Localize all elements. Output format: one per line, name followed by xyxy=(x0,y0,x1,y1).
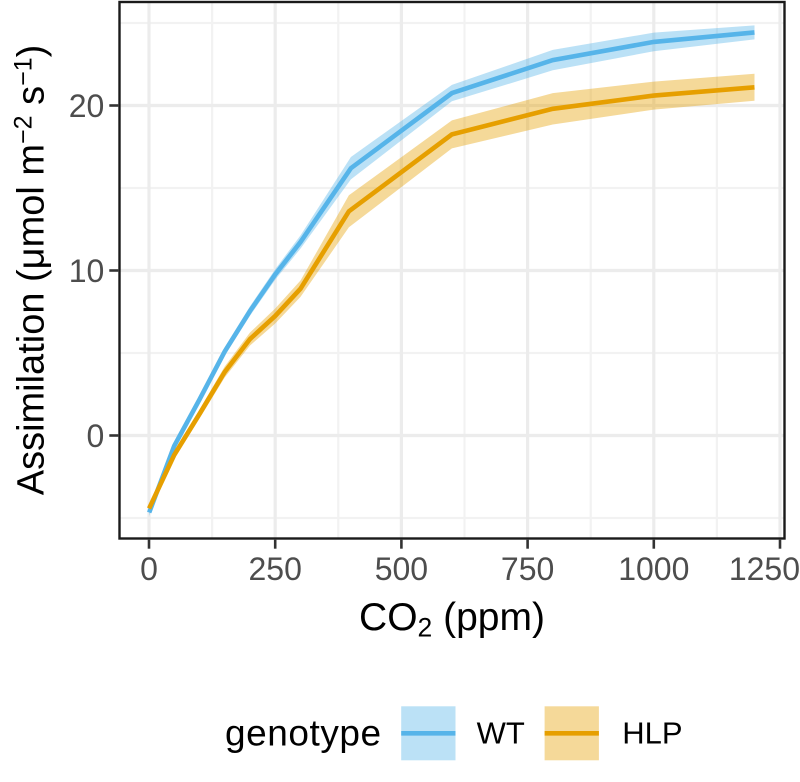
svg-text:500: 500 xyxy=(375,551,428,587)
svg-text:WT: WT xyxy=(477,716,525,751)
svg-text:250: 250 xyxy=(249,551,302,587)
svg-text:750: 750 xyxy=(501,551,554,587)
svg-text:CO2 (ppm): CO2 (ppm) xyxy=(359,596,545,643)
svg-text:10: 10 xyxy=(69,253,105,289)
svg-text:genotype: genotype xyxy=(225,713,382,754)
svg-text:1250: 1250 xyxy=(729,551,800,587)
svg-text:0: 0 xyxy=(140,551,158,587)
svg-text:Assimilation (μmol m−2 s−1): Assimilation (μmol m−2 s−1) xyxy=(10,45,53,496)
svg-text:HLP: HLP xyxy=(622,716,682,751)
svg-text:1000: 1000 xyxy=(618,551,689,587)
svg-text:20: 20 xyxy=(69,88,105,124)
svg-text:0: 0 xyxy=(87,418,105,454)
